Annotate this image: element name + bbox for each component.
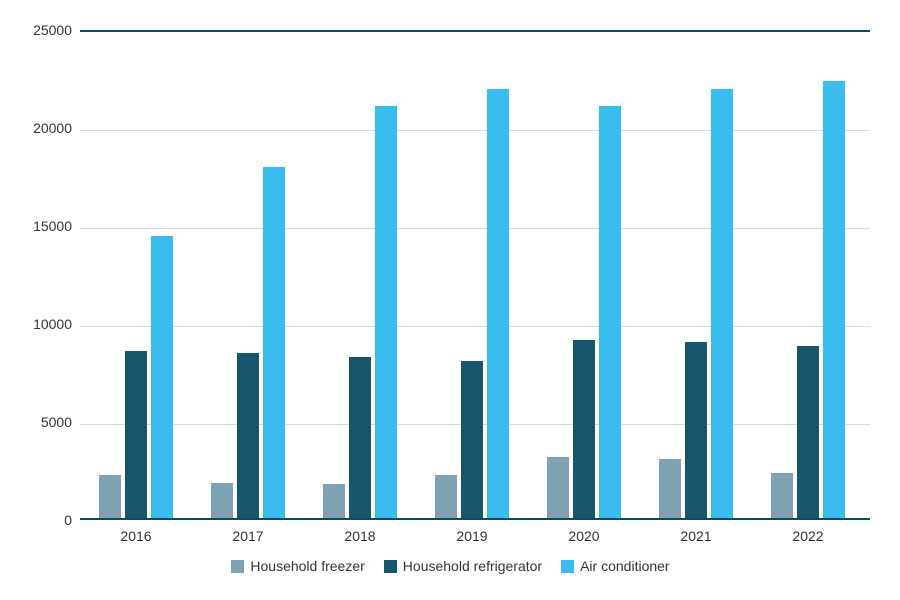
bar (349, 357, 371, 518)
y-tick-label: 25000 (12, 22, 72, 38)
legend-item: Household refrigerator (383, 558, 542, 574)
y-tick-label: 5000 (12, 414, 72, 430)
y-tick-label: 10000 (12, 316, 72, 332)
bar (211, 483, 233, 518)
bar (771, 473, 793, 518)
bar (823, 81, 845, 518)
bar (99, 475, 121, 518)
legend-item: Household freezer (230, 558, 364, 574)
x-tick-label: 2016 (120, 528, 151, 544)
bar (547, 457, 569, 518)
legend-swatch (560, 559, 575, 574)
bar-chart: 0 5000 10000 15000 20000 25000 2016 2017 2018 20… (0, 0, 900, 600)
bar (151, 236, 173, 518)
grid-line (80, 130, 870, 131)
x-tick-label: 2019 (456, 528, 487, 544)
y-tick-label: 0 (12, 512, 72, 528)
bar (487, 89, 509, 518)
grid-line (80, 228, 870, 229)
bar (685, 342, 707, 518)
bar (125, 351, 147, 518)
grid-line (80, 326, 870, 327)
x-tick-label: 2017 (232, 528, 263, 544)
bar (711, 89, 733, 518)
bar (263, 167, 285, 518)
bar (461, 361, 483, 518)
legend-swatch (383, 559, 398, 574)
bar (375, 106, 397, 518)
y-tick-label: 15000 (12, 218, 72, 234)
legend-label: Household refrigerator (403, 558, 542, 574)
x-tick-label: 2020 (568, 528, 599, 544)
legend-label: Household freezer (250, 558, 364, 574)
bar (659, 459, 681, 518)
bar (323, 484, 345, 518)
legend-label: Air conditioner (580, 558, 670, 574)
bar (237, 353, 259, 518)
bar (599, 106, 621, 518)
x-tick-label: 2022 (792, 528, 823, 544)
legend-swatch (230, 559, 245, 574)
x-tick-label: 2018 (344, 528, 375, 544)
bar (797, 346, 819, 518)
y-tick-label: 20000 (12, 120, 72, 136)
plot-area (80, 30, 870, 520)
bar (435, 475, 457, 518)
legend: Household freezer Household refrigerator A… (0, 558, 900, 574)
legend-item: Air conditioner (560, 558, 670, 574)
x-tick-label: 2021 (680, 528, 711, 544)
bar (573, 340, 595, 518)
